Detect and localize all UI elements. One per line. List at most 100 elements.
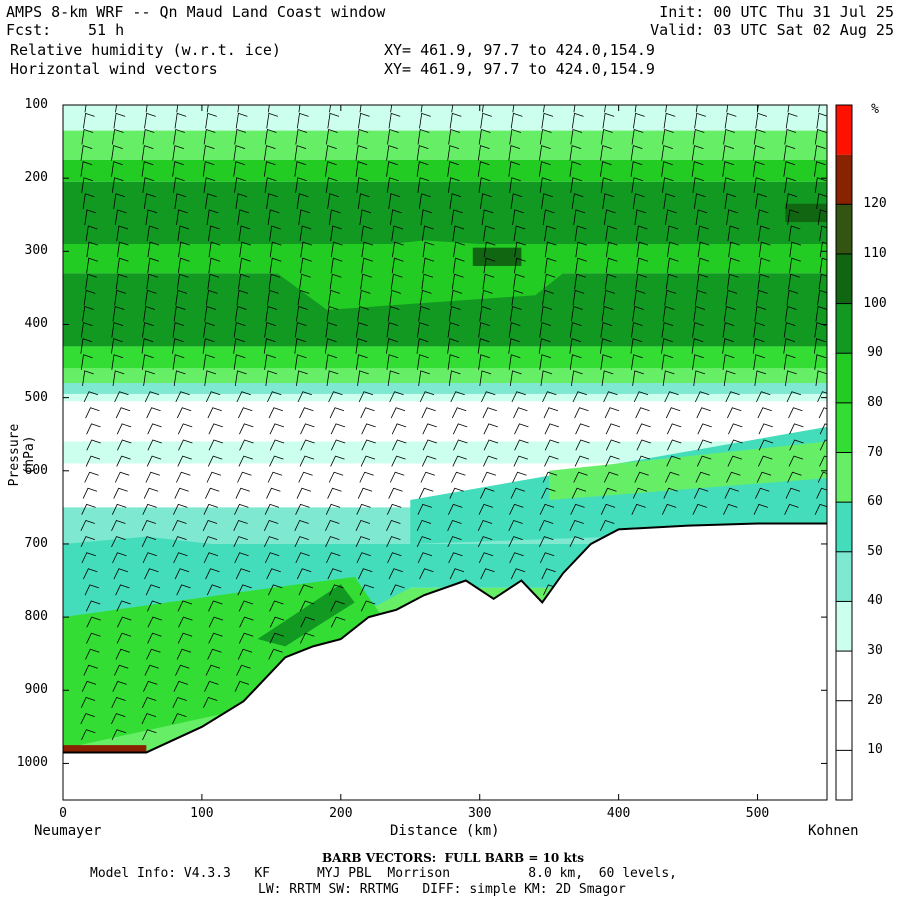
field-1-label: Relative humidity (w.r.t. ice) — [10, 41, 281, 59]
barb-note: BARB VECTORS: FULL BARB = 10 kts — [322, 851, 585, 865]
wind-barb-column — [233, 105, 254, 692]
rh-band-1 — [63, 130, 827, 160]
wind-barb-column — [477, 105, 499, 580]
x-tick-label: 400 — [606, 806, 631, 821]
wind-barb-column — [80, 105, 101, 741]
colorbar-swatch — [836, 353, 852, 403]
y-tick-label: 700 — [24, 535, 48, 551]
x-tick-label: 200 — [329, 806, 353, 821]
colorbar-tick-label: 90 — [867, 345, 883, 361]
colorbar-swatch — [836, 253, 852, 304]
colorbar-tick-label: 20 — [867, 692, 883, 708]
wind-barb-column — [416, 105, 438, 580]
colorbar-swatch — [836, 551, 852, 602]
wind-barb-column — [722, 105, 743, 515]
forecast-label: Fcst: — [6, 21, 52, 39]
colorbar-tick-label: 50 — [867, 543, 883, 559]
colorbar-swatch — [836, 204, 852, 254]
y-tick-label: 400 — [24, 316, 48, 332]
colorbar-swatch — [836, 402, 852, 453]
rh-band-2 — [63, 159, 827, 182]
wind-barb-column — [324, 105, 346, 628]
wind-barb-column — [141, 105, 163, 741]
colorbar-tick-label: 70 — [867, 444, 883, 460]
wind-barb-column — [447, 105, 468, 580]
rh-band-8 — [63, 383, 827, 394]
colorbar-tick-label: 10 — [867, 742, 883, 758]
wind-barb-column — [630, 105, 651, 515]
colorbar-swatch — [836, 452, 852, 503]
wind-barb-column — [752, 105, 774, 515]
chart-title: AMPS 8-km WRF -- Qn Maud Land Coast wind… — [6, 3, 386, 21]
plot-frame — [62, 104, 828, 801]
colorbar-tick-label: 40 — [867, 593, 883, 609]
colorbar-tick-label: 110 — [863, 245, 887, 261]
rh-band-3 — [63, 181, 827, 244]
wind-barb-column — [355, 105, 376, 612]
colorbar-tick-label: 80 — [867, 394, 883, 410]
rh-band-7 — [63, 368, 827, 383]
x-axis-label: Distance (km) — [390, 823, 500, 839]
colorbar-unit: % — [871, 102, 879, 117]
y-tick-label: 900 — [24, 682, 48, 698]
colorbar-swatch — [836, 154, 852, 205]
wind-barb-column — [263, 105, 285, 660]
wind-barb-column — [111, 105, 132, 741]
colorbar-swatch — [836, 105, 852, 155]
wind-barb-column — [783, 105, 804, 515]
model-info: Model Info: V4.3.3 KF MYJ PBL Morrison 8… — [90, 866, 677, 881]
x-tick-label: 100 — [190, 806, 214, 821]
y-tick-label: 800 — [24, 609, 48, 625]
rh-band-10 — [63, 401, 827, 442]
rh-band-6 — [63, 346, 827, 369]
y-axis-label: Pressure (hPa) — [7, 423, 37, 487]
wind-barb-column — [661, 105, 682, 515]
rh-west-max — [257, 584, 355, 647]
colorbar-swatch — [836, 303, 852, 354]
wind-barb-column — [508, 105, 529, 580]
physics-info: LW: RRTM SW: RRTMG DIFF: simple KM: 2D S… — [258, 882, 626, 897]
x-tick-label: 300 — [467, 806, 492, 821]
wind-barb-column — [538, 105, 560, 596]
rh-east-core — [549, 441, 827, 501]
wind-barb-column — [600, 105, 621, 531]
colorbar-tick-label: 30 — [867, 643, 883, 659]
colorbar-swatch — [836, 502, 852, 552]
field-2-label: Horizontal wind vectors — [10, 60, 218, 78]
xy-range-1: XY= 461.9, 97.7 to 424.0,154.9 — [384, 41, 655, 59]
x-end-location: Kohnen — [808, 823, 859, 839]
wind-barb-column — [691, 105, 713, 515]
wind-barb-column — [294, 105, 315, 644]
wind-barb-column — [202, 105, 224, 708]
colorbar-swatch — [836, 700, 852, 751]
terrain-surface-line — [63, 522, 827, 754]
terrain-fill — [63, 523, 827, 800]
wind-barb-column — [813, 105, 827, 515]
colorbar-tick-label: 60 — [867, 494, 883, 510]
colorbar-tick-label: 120 — [863, 196, 887, 212]
y-tick-label: 200 — [24, 170, 48, 186]
y-tick-label: 500 — [24, 389, 48, 405]
valid-time: Valid: 03 UTC Sat 02 Aug 25 — [650, 21, 894, 39]
y-tick-label: 100 — [24, 97, 48, 112]
forecast-value: 51 h — [88, 21, 125, 39]
rh-band-11 — [63, 441, 827, 464]
y-tick-label: 1000 — [16, 755, 48, 771]
y-tick-label: 300 — [24, 243, 48, 259]
wind-barb-column — [569, 105, 590, 548]
wind-barb-column — [386, 105, 407, 596]
x-tick-label: 500 — [745, 806, 770, 821]
colorbar-swatch — [836, 651, 852, 701]
x-tick-label: 0 — [59, 806, 67, 821]
y-tick-label: 600 — [24, 462, 48, 478]
init-time: Init: 00 UTC Thu 31 Jul 25 — [659, 3, 894, 21]
rh-band-0 — [63, 105, 827, 131]
rh-sat-patch-1 — [472, 247, 522, 266]
rh-sat-patch-2 — [785, 203, 827, 223]
xy-range-2: XY= 461.9, 97.7 to 424.0,154.9 — [384, 60, 655, 78]
colorbar-swatch — [836, 750, 852, 800]
rh-surface-red — [63, 745, 147, 757]
colorbar-swatch — [836, 601, 852, 652]
colorbar-tick-label: 100 — [863, 295, 887, 311]
